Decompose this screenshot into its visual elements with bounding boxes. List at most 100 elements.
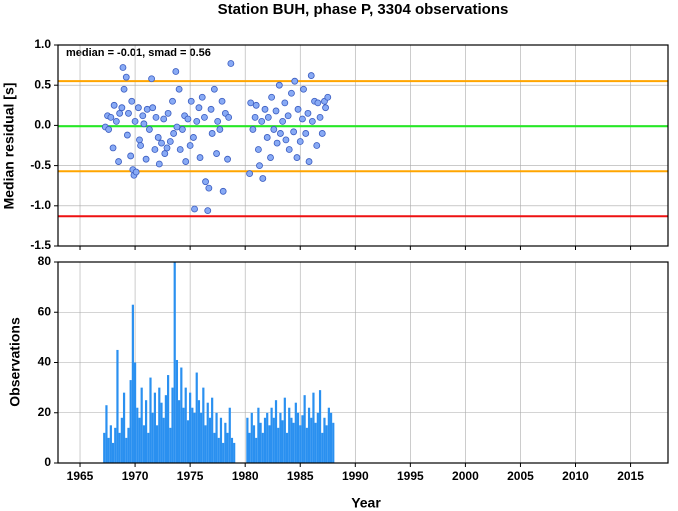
point bbox=[109, 144, 117, 152]
bar bbox=[281, 420, 284, 463]
bar bbox=[219, 417, 223, 463]
y-tick-label: 0.5 bbox=[34, 77, 51, 91]
bar bbox=[248, 432, 251, 463]
point bbox=[125, 109, 132, 117]
point bbox=[300, 85, 307, 93]
point bbox=[140, 120, 148, 128]
point bbox=[205, 184, 213, 192]
bar bbox=[189, 392, 192, 463]
point bbox=[208, 130, 216, 137]
point bbox=[166, 138, 174, 145]
point bbox=[296, 138, 304, 145]
bar bbox=[151, 412, 154, 463]
bar bbox=[162, 417, 165, 463]
y-tick-label: 0.0 bbox=[34, 118, 51, 132]
bar bbox=[332, 422, 335, 463]
point bbox=[259, 175, 267, 182]
point bbox=[122, 73, 130, 81]
point bbox=[204, 207, 212, 215]
point bbox=[128, 97, 136, 105]
point bbox=[299, 115, 306, 123]
bar bbox=[288, 407, 291, 463]
point bbox=[198, 93, 206, 101]
bar bbox=[257, 407, 260, 463]
point bbox=[120, 85, 128, 93]
point bbox=[313, 142, 321, 149]
y-tick-label: 1.0 bbox=[34, 37, 51, 51]
point bbox=[155, 160, 163, 168]
bar bbox=[290, 417, 293, 463]
point bbox=[118, 104, 126, 112]
point bbox=[134, 104, 142, 112]
point bbox=[170, 130, 178, 137]
point bbox=[182, 158, 190, 165]
x-tick-label: 2000 bbox=[452, 469, 479, 483]
bar bbox=[173, 262, 176, 463]
point bbox=[193, 117, 201, 125]
point bbox=[110, 101, 118, 109]
bar bbox=[142, 425, 145, 463]
x-tick-label: 1970 bbox=[122, 469, 149, 483]
point bbox=[275, 81, 283, 89]
y-tick-label: -1.5 bbox=[30, 238, 51, 252]
bar bbox=[230, 437, 234, 463]
point bbox=[285, 146, 293, 153]
bar bbox=[107, 437, 110, 463]
point bbox=[161, 150, 169, 157]
bar bbox=[118, 432, 121, 463]
bar bbox=[206, 402, 209, 463]
point bbox=[175, 85, 183, 93]
bar bbox=[116, 349, 119, 463]
bar bbox=[133, 362, 137, 463]
plot-frame bbox=[57, 261, 669, 464]
point bbox=[293, 154, 301, 161]
bar bbox=[138, 417, 141, 463]
chart-title: Station BUH, phase P, 3304 observations bbox=[218, 1, 509, 18]
bar bbox=[321, 432, 324, 463]
point bbox=[184, 115, 192, 123]
bar bbox=[259, 422, 262, 463]
point bbox=[246, 170, 253, 178]
bar bbox=[272, 417, 275, 463]
bar bbox=[164, 395, 168, 463]
point bbox=[152, 113, 160, 121]
point bbox=[284, 112, 292, 120]
point bbox=[201, 113, 208, 121]
point bbox=[272, 107, 280, 115]
point bbox=[264, 113, 272, 121]
point bbox=[127, 152, 135, 160]
point bbox=[247, 99, 255, 107]
bar bbox=[233, 442, 236, 463]
point bbox=[143, 105, 151, 113]
point bbox=[131, 117, 139, 125]
x-tick-label: 2015 bbox=[617, 469, 644, 483]
point bbox=[142, 155, 150, 163]
bar bbox=[296, 412, 300, 463]
bar bbox=[224, 422, 227, 463]
y-tick-label: 80 bbox=[38, 254, 52, 268]
x-tick-label: 1980 bbox=[232, 469, 259, 483]
bar bbox=[125, 437, 128, 463]
point bbox=[279, 117, 287, 125]
point bbox=[216, 126, 224, 133]
point bbox=[115, 158, 122, 165]
point bbox=[256, 162, 263, 170]
bar bbox=[283, 397, 286, 463]
bar bbox=[114, 427, 117, 463]
point bbox=[263, 134, 271, 141]
bar bbox=[312, 392, 315, 463]
y-tick-label: 0 bbox=[44, 455, 51, 469]
point bbox=[277, 130, 284, 137]
point bbox=[294, 105, 302, 113]
point bbox=[196, 154, 204, 161]
point bbox=[160, 115, 168, 123]
x-tick-label: 1965 bbox=[67, 469, 94, 483]
bar bbox=[294, 402, 297, 463]
bar bbox=[149, 377, 152, 463]
point bbox=[214, 117, 222, 125]
point bbox=[258, 117, 266, 125]
y-tick-label: 20 bbox=[38, 405, 52, 419]
point bbox=[227, 60, 235, 67]
y-axis-label: Observations bbox=[7, 317, 23, 407]
bar bbox=[274, 400, 278, 463]
